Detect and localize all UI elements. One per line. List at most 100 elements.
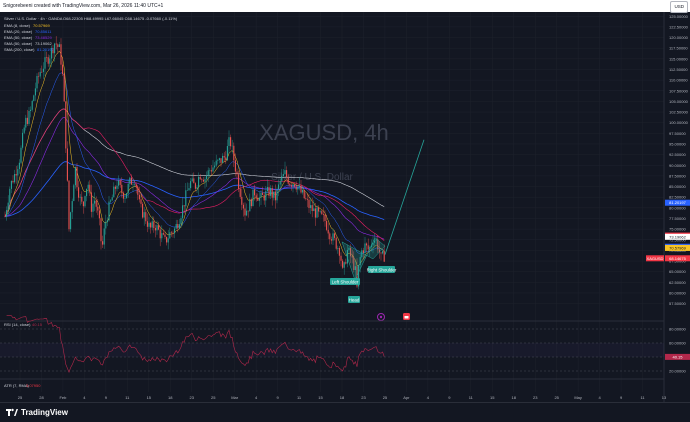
candle-body	[193, 178, 195, 184]
price-axis[interactable]: 125.00000 122.50000 120.00000 117.50000 115.…	[669, 14, 689, 306]
watermark-name: Silver / U.S. Dollar	[271, 172, 353, 183]
candle-body	[372, 242, 374, 246]
candle-body	[282, 174, 284, 177]
ema20-line	[4, 72, 385, 254]
candle-body	[298, 185, 300, 187]
candle-body	[343, 262, 345, 268]
candle-body	[361, 250, 363, 258]
time-tick-label: 25	[18, 395, 23, 400]
time-tick-label: 15	[318, 395, 323, 400]
candle-body	[121, 184, 123, 193]
candle-body	[308, 199, 310, 208]
candle-body	[111, 197, 113, 201]
price-tick-label: 85.00000	[669, 184, 686, 189]
time-tick-label: May	[574, 395, 582, 400]
candle-body	[348, 247, 350, 250]
legend-sma50-label: SMA (50, close)	[4, 41, 33, 46]
time-axis[interactable]: 25 28 Feb 4 9 11 15 18 23 25 Mar 4 9 11 15 18 23 25 Apr 4 9 1…	[18, 395, 667, 400]
symbol-tag	[646, 255, 664, 262]
candle-body	[90, 192, 92, 212]
eye-icon[interactable]	[377, 313, 385, 321]
candle-body	[174, 228, 176, 234]
candle-body	[46, 57, 48, 58]
rsi-level-label: 60.00000	[669, 341, 686, 346]
candle-body	[268, 187, 270, 196]
candle-body	[66, 148, 68, 181]
right-shoulder-label: Right Shoulder	[367, 266, 397, 273]
candle-body	[351, 256, 353, 258]
chart-canvas[interactable]: XAGUSD, 4h Silver / U.S. Dollar Left Sho…	[0, 12, 690, 402]
price-tick-label: 57.50000	[669, 301, 686, 306]
candle-body	[15, 174, 17, 176]
candle-body	[102, 241, 104, 245]
legend-ema50-label: EMA (50, close)	[4, 35, 33, 40]
candle-body	[50, 47, 52, 59]
candle-body	[350, 247, 352, 257]
time-tick-label: 25	[383, 395, 388, 400]
candle-body	[300, 185, 302, 193]
candle-body	[97, 206, 99, 211]
candle-body	[95, 200, 97, 207]
candles	[4, 36, 385, 290]
candle-body	[52, 47, 54, 54]
rsi-value: 40.15	[32, 322, 43, 327]
calendar-icon[interactable]	[403, 313, 410, 320]
time-tick-label: 11	[469, 395, 474, 400]
candle-body	[335, 237, 337, 249]
candle-body	[292, 184, 294, 187]
candle-body	[23, 127, 25, 133]
candle-body	[170, 232, 172, 233]
price-tick-label: 100.00000	[669, 120, 689, 125]
legend-symbol: Silver / U.S. Dollar · 4h · OANDA	[4, 16, 63, 21]
candle-body	[242, 204, 244, 209]
candle-body	[70, 212, 72, 230]
price-labels: 81.2019773.4852973.1906270.8561170.57969…	[646, 199, 690, 262]
currency-button[interactable]: USD	[670, 1, 688, 13]
candle-body	[127, 183, 129, 194]
candle-body	[62, 64, 64, 75]
candle-body	[65, 101, 67, 149]
candle-body	[28, 110, 30, 124]
candle-body	[182, 205, 184, 219]
price-tick-label: 112.50000	[669, 67, 688, 72]
candle-body	[4, 216, 6, 217]
tradingview-logo: TradingView	[6, 407, 68, 417]
candle-body	[223, 155, 225, 158]
candle-body	[278, 184, 280, 190]
svg-text:Right Shoulder: Right Shoulder	[367, 268, 397, 273]
time-tick-label: 11	[297, 395, 302, 400]
candle-body	[276, 189, 278, 201]
candle-body	[359, 257, 361, 266]
candle-body	[383, 251, 385, 262]
svg-text:Head: Head	[349, 298, 360, 303]
candle-body	[329, 233, 331, 240]
price-label-text: 73.19062	[669, 234, 686, 239]
candle-body	[231, 145, 233, 147]
candle-body	[177, 223, 179, 229]
watermark-symbol: XAGUSD, 4h	[259, 120, 389, 145]
candle-body	[153, 221, 155, 228]
candle-body	[324, 214, 326, 221]
candle-body	[39, 71, 41, 77]
legend-ema50-value: 73.48529	[35, 35, 52, 40]
candle-body	[98, 210, 100, 219]
candle-body	[364, 243, 366, 254]
candle-body	[220, 158, 222, 163]
legend-ema8-value: 70.57969	[33, 23, 50, 28]
candle-body	[226, 146, 228, 161]
candle-body	[33, 95, 35, 101]
candle-body	[194, 183, 196, 189]
candle-body	[42, 68, 44, 72]
candle-body	[209, 170, 211, 171]
time-tick-label: 11	[640, 395, 645, 400]
candle-body	[247, 210, 249, 212]
price-tick-label: 120.00000	[669, 35, 689, 40]
footer: TradingView	[0, 402, 690, 422]
long-ma-line	[4, 161, 385, 221]
candle-body	[116, 185, 118, 189]
candle-body	[108, 201, 110, 221]
candle-body	[254, 189, 256, 196]
time-tick-label: 9	[105, 395, 108, 400]
candle-body	[246, 210, 248, 216]
